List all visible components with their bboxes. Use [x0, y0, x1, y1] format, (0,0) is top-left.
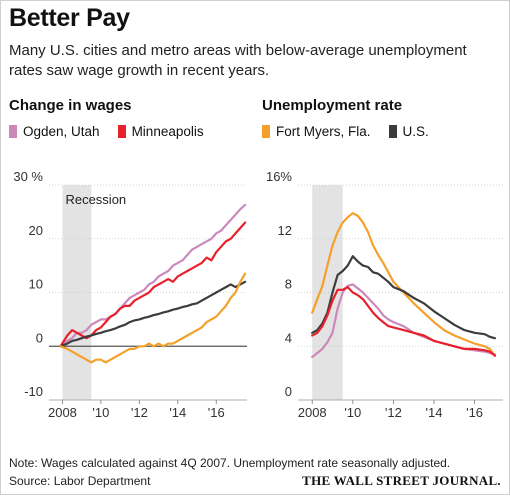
unemp-x-tick-label: 2008	[298, 405, 327, 420]
wages-plot: Recession 30 % 20 10 0 -10 2008 '10 '12 '14 '16	[13, 169, 247, 420]
wages-recession-label: Recession	[65, 192, 126, 207]
unemployment-panel-title: Unemployment rate	[262, 97, 403, 114]
wages-x-tick-label: '14	[169, 405, 186, 420]
legend-swatch-fort-myers	[262, 125, 270, 138]
wages-y-tick-label: 20	[29, 223, 43, 238]
wages-x-tick-label: '12	[131, 405, 148, 420]
wages-x-tick-label: '10	[92, 405, 109, 420]
source-line: Source: Labor Department	[9, 474, 151, 488]
unemp-x-tick-label: '14	[426, 405, 443, 420]
legend-label-us: U.S.	[402, 124, 429, 139]
unemp-x-tick-label: '16	[466, 405, 483, 420]
wages-x-tick-label: '16	[208, 405, 225, 420]
unemp-series-minneapolis	[311, 286, 496, 357]
unemp-series-fort-myers-fla	[311, 212, 496, 357]
legend-label-minneapolis: Minneapolis	[131, 124, 204, 139]
unemp-x-tick-label: '10	[344, 405, 361, 420]
unemp-y-tick-label: 16%	[266, 169, 292, 184]
page-title: Better Pay	[9, 4, 130, 32]
page-subtitle: Many U.S. cities and metro areas with be…	[9, 42, 467, 79]
legend-swatch-ogden	[9, 125, 17, 138]
unemp-y-tick-label: 12	[278, 223, 292, 238]
legend-item-minneapolis: Minneapolis	[117, 124, 204, 139]
legend-item-fort-myers: Fort Myers, Fla.	[262, 124, 371, 139]
wages-series-ogden-utah	[59, 203, 247, 348]
wages-y-tick-label: 30 %	[13, 169, 43, 184]
legend-label-ogden: Ogden, Utah	[23, 124, 100, 139]
publisher-logo: THE WALL STREET JOURNAL.	[302, 473, 501, 488]
legend-item-ogden: Ogden, Utah	[9, 124, 100, 139]
wages-y-tick-label: 0	[36, 330, 43, 345]
legend-swatch-us	[388, 125, 397, 138]
legend-label-fort-myers: Fort Myers, Fla.	[276, 124, 371, 139]
wages-legend: Ogden, Utah Minneapolis	[9, 124, 222, 139]
legend-swatch-minneapolis	[117, 125, 126, 138]
wages-y-tick-label: 10	[29, 277, 43, 292]
wages-x-tick-label: 2008	[48, 405, 77, 420]
wages-series-minneapolis	[59, 221, 247, 348]
unemp-series-u-s	[311, 255, 496, 340]
unemp-y-tick-label: 0	[285, 384, 292, 399]
wages-series-u-s	[59, 280, 247, 348]
wages-series-fort-myers-fla	[59, 272, 247, 364]
unemp-plot: 16% 12 8 4 0 2008 '10 '12 '14 '16	[266, 169, 503, 420]
unemployment-legend: Fort Myers, Fla. U.S.	[262, 124, 447, 139]
legend-item-us: U.S.	[388, 124, 429, 139]
wages-panel-title: Change in wages	[9, 97, 132, 114]
unemp-y-tick-label: 8	[285, 277, 292, 292]
unemp-x-tick-label: '12	[385, 405, 402, 420]
footnote: Note: Wages calculated against 4Q 2007. …	[9, 456, 451, 470]
wages-y-tick-label: -10	[24, 384, 43, 399]
unemp-y-tick-label: 4	[285, 330, 292, 345]
